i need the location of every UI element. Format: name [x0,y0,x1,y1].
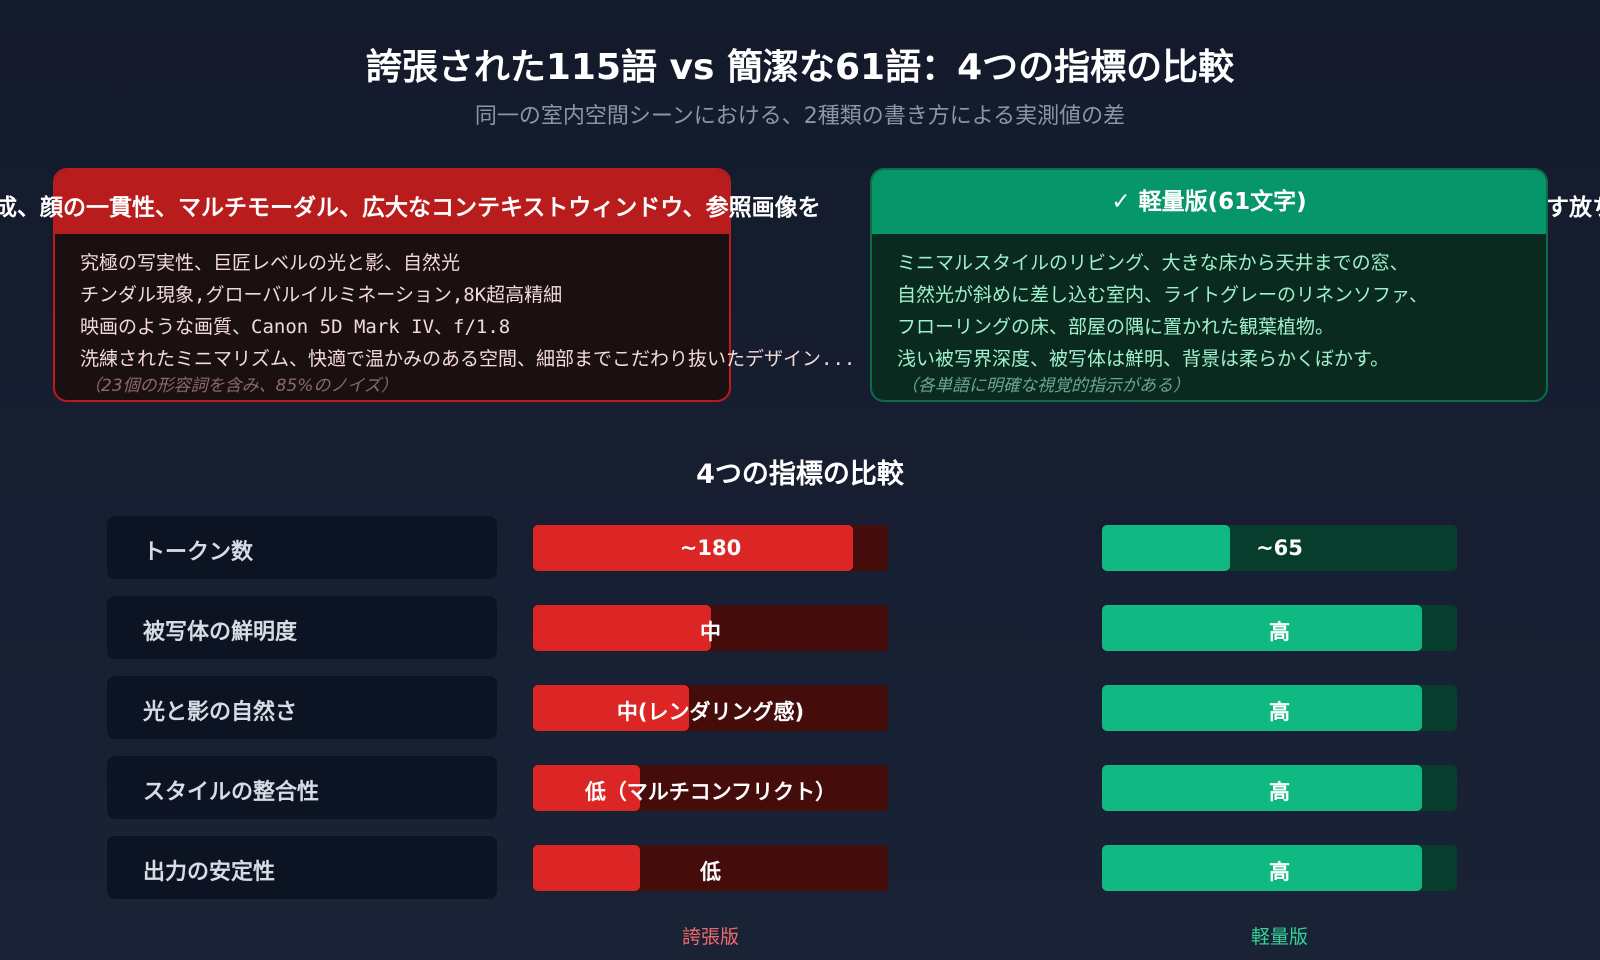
row-label: 出力の安定性 [143,860,276,885]
legend-concise: 軽量版 [1250,926,1308,948]
verbose-card-header [55,170,729,234]
row-label-box [107,676,497,739]
bar [533,765,640,811]
bar [1102,605,1422,651]
subtitle: 同一の室内空間シーンにおける、2種類の書き方による実測値の差 [474,104,1126,129]
concise-card: ✓ 軽量版(61文字) [870,168,1548,402]
bar-label: ~180 [679,536,742,560]
card-line: 浅い被写界深度、被写体は鮮明、背景は柔らかくぼかす。 [897,348,1390,370]
bar [533,605,711,651]
bar [1102,685,1422,731]
row-label: スタイルの整合性 [143,780,320,805]
bar [533,685,690,731]
verbose-card [53,168,731,402]
card-line: 自然光が斜めに差し込む室内、ライトグレーのリネンソファ、 [897,284,1429,306]
bar-label: 高 [1269,700,1290,724]
row-label: 被写体の鮮明度 [143,620,298,645]
bar-label: 高 [1269,620,1290,644]
section-title: 4つの指標の比較 [696,459,904,490]
card-note: （各単語に明確な視覚的指示がある） [901,376,1190,396]
bar [1102,525,1230,571]
row-label: トークン数 [143,540,254,565]
concise-card-header: ✓ 軽量版(61文字) [872,170,1546,234]
card-line: 究極の写実性、巨匠レベルの光と影、自然光 [80,252,461,274]
bar [1102,845,1422,891]
row-label-box [107,516,497,579]
bar-label: 低 [700,860,721,884]
bar-label: 低（マルチコンフリクト） [584,780,837,804]
bar-label: ~65 [1256,536,1303,560]
legend-verbose: 誇張版 [681,926,739,948]
card-line: チンダル現象,グローバルイルミネーション,8K超高精細 [80,284,563,306]
card-line: 洗練されたミニマリズム、快適で温かみのある空間、細部までこだわり抜いたデザイン.… [80,348,856,370]
row-label: 光と影の自然さ [143,700,298,725]
row-label-box [107,836,497,899]
bar-label: 高 [1269,860,1290,884]
header-overflow: す放ち [1546,195,1600,221]
header-overflow: 成、顔の一貫性、マルチモーダル、広大なコンテキストウィンドウ、参照画像を [0,195,821,221]
row-label-box [107,756,497,819]
bar [533,845,640,891]
row-label-box [107,596,497,659]
card-note: （23個の形容詞を含み、85%のノイズ） [84,376,398,396]
card-line: フローリングの床、部屋の隅に置かれた観葉植物。 [897,316,1335,338]
card-line: ミニマルスタイルのリビング、大きな床から天井までの窓、 [897,252,1409,274]
card-line: 映画のような画質、Canon 5D Mark IV、f/1.8 [80,316,511,338]
bar-label: 高 [1269,780,1290,804]
bar [1102,765,1422,811]
bar [533,525,853,571]
title: 誇張された115語 vs 簡潔な61語：4つの指標の比較 [365,47,1235,88]
bar-label: 中(レンダリング感) [616,700,805,724]
bar-label: 中 [700,620,721,644]
